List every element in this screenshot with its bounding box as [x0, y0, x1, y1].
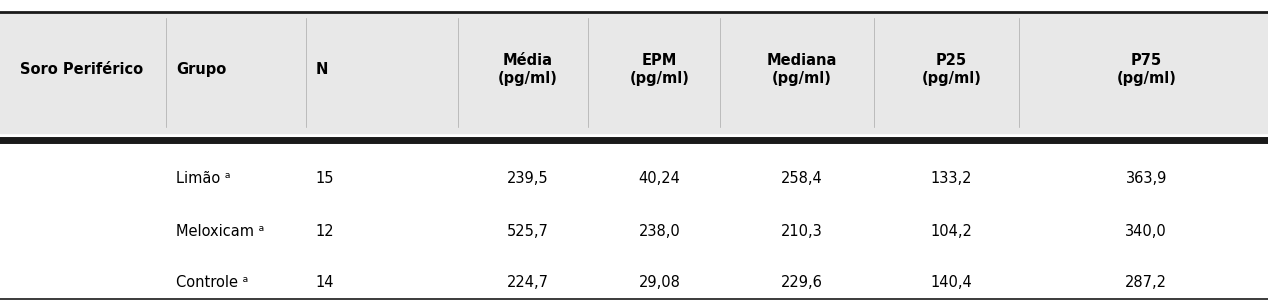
Text: 363,9: 363,9 [1126, 171, 1167, 186]
Text: 224,7: 224,7 [507, 275, 549, 290]
Text: 40,24: 40,24 [638, 171, 681, 186]
Text: 29,08: 29,08 [638, 275, 681, 290]
Text: Limão ᵃ: Limão ᵃ [176, 171, 231, 186]
Text: 239,5: 239,5 [507, 171, 549, 186]
Text: Controle ᵃ: Controle ᵃ [176, 275, 249, 290]
Text: Grupo: Grupo [176, 62, 227, 77]
Text: 210,3: 210,3 [781, 223, 823, 239]
Text: Média
(pg/ml): Média (pg/ml) [498, 53, 558, 86]
Text: Soro Periférico: Soro Periférico [20, 62, 143, 77]
Text: 238,0: 238,0 [639, 223, 680, 239]
Text: 104,2: 104,2 [931, 223, 973, 239]
Text: 12: 12 [316, 223, 335, 239]
Text: 340,0: 340,0 [1126, 223, 1167, 239]
Text: 15: 15 [316, 171, 335, 186]
Text: 229,6: 229,6 [781, 275, 823, 290]
Text: 133,2: 133,2 [931, 171, 973, 186]
Text: Meloxicam ᵃ: Meloxicam ᵃ [176, 223, 265, 239]
Text: 14: 14 [316, 275, 335, 290]
Text: 525,7: 525,7 [507, 223, 549, 239]
Text: P25
(pg/ml): P25 (pg/ml) [922, 53, 981, 86]
Bar [0, 12, 1268, 133]
Text: EPM
(pg/ml): EPM (pg/ml) [629, 53, 690, 86]
Text: 140,4: 140,4 [931, 275, 973, 290]
Text: P75
(pg/ml): P75 (pg/ml) [1116, 53, 1177, 86]
Text: 287,2: 287,2 [1125, 275, 1168, 290]
Text: 258,4: 258,4 [781, 171, 823, 186]
Text: Mediana
(pg/ml): Mediana (pg/ml) [767, 53, 837, 86]
Text: N: N [316, 62, 328, 77]
